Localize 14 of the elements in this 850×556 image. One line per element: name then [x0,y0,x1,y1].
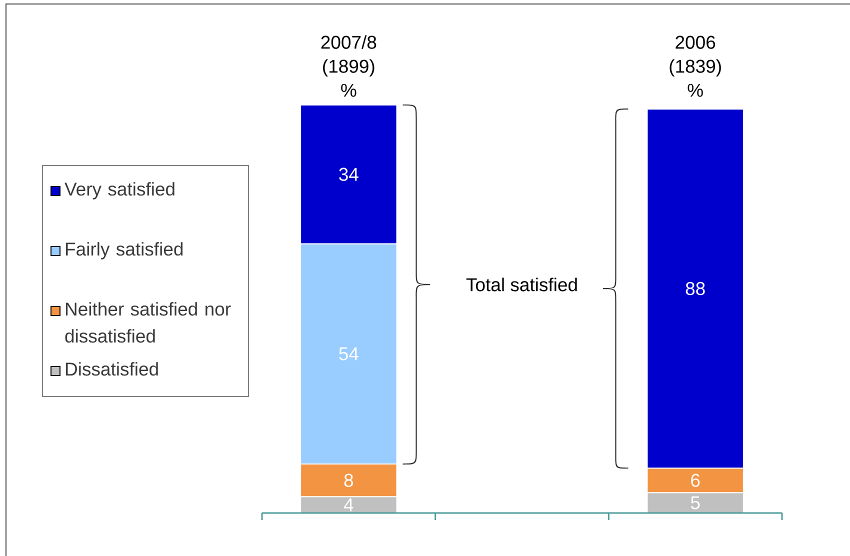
legend-label: Very satisfied [64,182,174,200]
legend-label: Dissatisfied [66,362,158,376]
data-label: 5 [690,496,700,510]
legend-label: Fairly satisfied [66,242,183,260]
annotation: Total satisfied [466,278,577,292]
data-label: 6 [691,474,700,487]
data-label: 54 [339,347,358,360]
data-label: 8 [344,474,354,487]
data-label: 4 [344,498,354,512]
x-tick-label: 2007/8 (1899) % [321,35,376,97]
legend-label: Neither satisfied nor dissatisfied [65,302,231,343]
data-label: 34 [339,168,358,181]
x-tick-label: 2006 (1839) % [670,36,721,97]
data-label: 88 [686,282,705,296]
